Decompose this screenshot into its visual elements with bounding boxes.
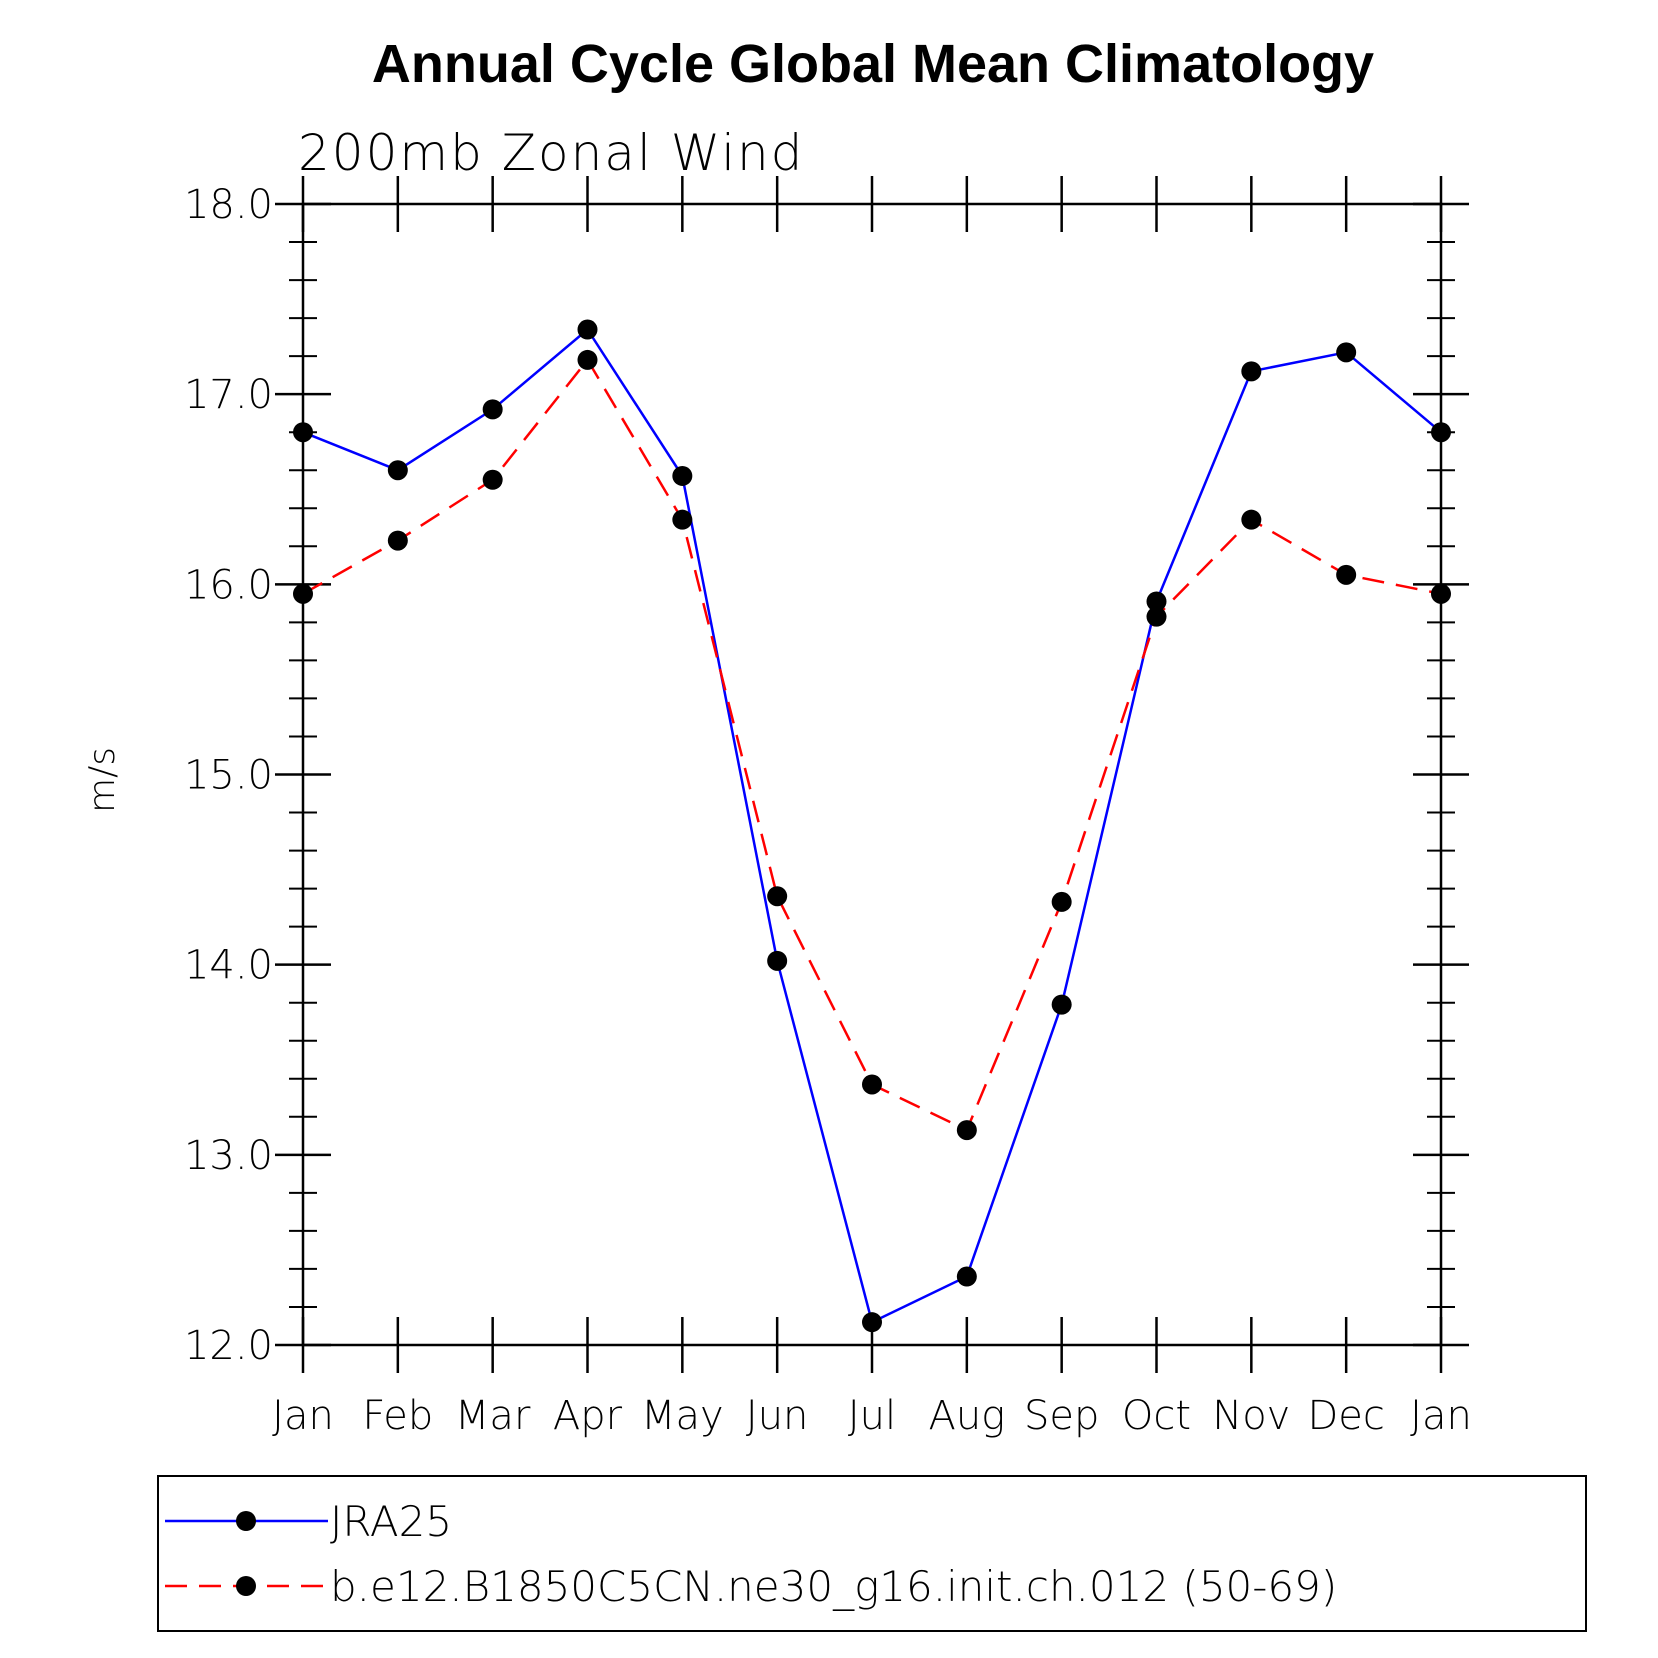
x-tick-label: Jan bbox=[272, 1393, 334, 1439]
x-tick-label: Aug bbox=[928, 1393, 1005, 1439]
data-point-s0-8 bbox=[1051, 994, 1072, 1015]
data-point-s0-1 bbox=[387, 460, 408, 481]
y-tick-label: 13.0 bbox=[184, 1133, 273, 1179]
data-point-s1-0 bbox=[293, 583, 313, 604]
x-tick-label: Nov bbox=[1212, 1393, 1290, 1439]
series-line-1 bbox=[302, 357, 1442, 1132]
data-point-s1-5 bbox=[767, 886, 788, 907]
y-tick-label: 12.0 bbox=[184, 1323, 273, 1369]
data-point-s0-12 bbox=[1431, 422, 1451, 443]
x-tick-label: Sep bbox=[1024, 1393, 1099, 1439]
data-point-s1-7 bbox=[956, 1120, 977, 1141]
data-point-s1-4 bbox=[672, 509, 693, 530]
y-tick-label: 17.0 bbox=[184, 372, 273, 418]
minor-ticks bbox=[289, 241, 1455, 1308]
chart-subtitle: 200mb Zonal Wind bbox=[298, 124, 804, 182]
data-point-s0-5 bbox=[767, 950, 788, 971]
y-tick-labels: 12.0 13.0 14.0 15.0 16.0 17.0 18.0 bbox=[184, 182, 273, 1369]
legend-marker-model bbox=[236, 1576, 256, 1596]
data-point-s0-7 bbox=[956, 1266, 977, 1287]
legend: JRA25 b.e12.B1850C5CN.ne30_g16.init.ch.0… bbox=[157, 1475, 1587, 1632]
major-ticks bbox=[275, 176, 1469, 1373]
data-point-s1-10 bbox=[1241, 509, 1262, 530]
legend-label-model: b.e12.B1850C5CN.ne30_g16.init.ch.012 (50… bbox=[330, 1562, 1337, 1611]
series-line-0 bbox=[302, 327, 1442, 1324]
data-point-s0-10 bbox=[1241, 361, 1262, 382]
series-layer bbox=[293, 319, 1451, 1333]
y-tick-label: 18.0 bbox=[184, 182, 273, 228]
data-point-s0-4 bbox=[672, 465, 693, 486]
x-tick-label: May bbox=[641, 1393, 724, 1439]
chart-title: Annual Cycle Global Mean Climatology bbox=[372, 34, 1374, 94]
data-point-s0-9 bbox=[1146, 591, 1167, 612]
data-point-s1-1 bbox=[387, 530, 408, 551]
y-tick-label: 16.0 bbox=[184, 562, 273, 608]
legend-label-jra25: JRA25 bbox=[330, 1497, 452, 1546]
plot-frame bbox=[301, 202, 1443, 1347]
x-tick-label: Mar bbox=[455, 1393, 531, 1439]
x-tick-label: Oct bbox=[1122, 1393, 1191, 1439]
legend-box bbox=[157, 1475, 1587, 1632]
x-tick-label: Jan bbox=[1410, 1393, 1472, 1439]
data-point-s0-6 bbox=[862, 1312, 882, 1333]
data-point-s1-12 bbox=[1431, 583, 1451, 604]
x-tick-label: Jul bbox=[848, 1393, 896, 1439]
y-axis-label: m/s bbox=[82, 747, 123, 813]
x-tick-label: Jun bbox=[746, 1393, 809, 1439]
data-point-s0-11 bbox=[1336, 342, 1357, 363]
y-tick-label: 14.0 bbox=[184, 943, 273, 989]
data-point-s0-3 bbox=[577, 319, 598, 340]
data-point-s1-11 bbox=[1336, 564, 1357, 585]
x-tick-label: Feb bbox=[362, 1393, 433, 1439]
x-tick-label: Apr bbox=[553, 1393, 623, 1439]
y-tick-label: 15.0 bbox=[184, 753, 273, 799]
data-point-s1-3 bbox=[577, 349, 598, 370]
data-point-s1-6 bbox=[862, 1074, 882, 1095]
data-point-s0-2 bbox=[482, 399, 503, 420]
x-tick-labels: Jan Feb Mar Apr May Jun Jul Aug Sep Oct Nov Dec Jan bbox=[272, 1393, 1472, 1439]
data-point-s0-0 bbox=[293, 422, 313, 443]
data-point-s1-9 bbox=[1146, 606, 1167, 627]
legend-marker-jra25 bbox=[236, 1511, 256, 1531]
data-point-s1-2 bbox=[482, 469, 503, 490]
data-point-s1-8 bbox=[1051, 891, 1072, 912]
x-tick-label: Dec bbox=[1307, 1393, 1384, 1439]
